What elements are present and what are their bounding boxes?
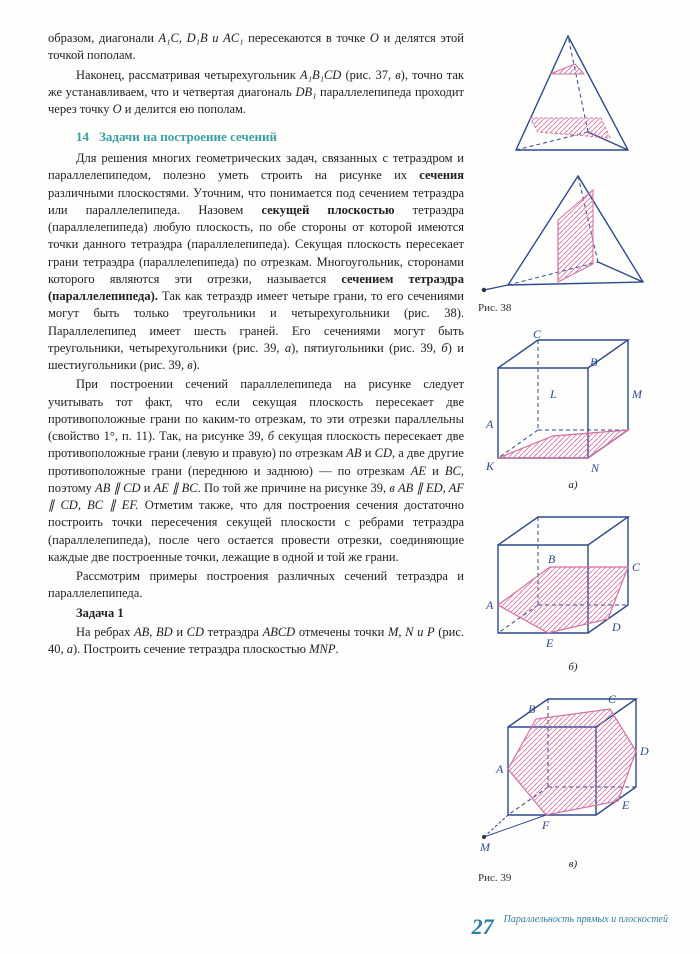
figure-38-caption: Рис. 38 — [478, 302, 668, 314]
section-heading: 14 Задачи на построение сечений — [76, 128, 464, 146]
body-para-3: Рассмотрим примеры построения различных … — [48, 568, 464, 603]
svg-text:M: M — [479, 840, 491, 854]
figure-39v-sub: в) — [478, 858, 668, 870]
figure-39v: B C A D E F M в) Рис. 39 — [478, 687, 668, 884]
figure-39b-sub: б) — [478, 661, 668, 673]
intro-para-2: Наконец, рассматривая четырехугольник A₁… — [48, 67, 464, 119]
svg-text:L: L — [549, 387, 557, 401]
svg-text:C: C — [533, 328, 542, 341]
svg-text:F: F — [541, 818, 550, 832]
svg-text:C: C — [632, 560, 641, 574]
section-number: 14 — [76, 129, 89, 144]
svg-text:E: E — [545, 636, 554, 650]
figure-column: Рис. 38 — [478, 30, 668, 898]
svg-text:N: N — [590, 461, 600, 475]
figure-39a: C B L M A K N а) — [478, 328, 668, 491]
chapter-name: Параллельность прямых и плоскостей — [504, 914, 668, 926]
figure-39b-svg: B C A D E — [478, 505, 653, 660]
svg-text:A: A — [485, 417, 494, 431]
task-title: Задача 1 — [48, 605, 464, 622]
svg-text:K: K — [485, 459, 495, 473]
svg-text:A: A — [485, 598, 494, 612]
figure-39b: B C A D E б) — [478, 505, 668, 673]
figure-39v-svg: B C A D E F M — [478, 687, 658, 857]
page-number: 27 — [472, 914, 494, 940]
figure-38-svg — [478, 30, 656, 300]
svg-text:B: B — [590, 355, 598, 369]
svg-text:D: D — [639, 744, 649, 758]
page-footer: 27 Параллельность прямых и плоскостей — [48, 914, 668, 940]
body-para-2: При построении сечений параллелепипеда н… — [48, 376, 464, 566]
page: образом, диагонали A₁C, D₁B и AC₁ пересе… — [0, 0, 700, 954]
text-column: образом, диагонали A₁C, D₁B и AC₁ пересе… — [48, 30, 464, 898]
svg-text:M: M — [631, 387, 643, 401]
figure-39a-svg: C B L M A K N — [478, 328, 653, 478]
intro-para-1: образом, диагонали A₁C, D₁B и AC₁ пересе… — [48, 30, 464, 65]
svg-text:B: B — [548, 552, 556, 566]
content-columns: образом, диагонали A₁C, D₁B и AC₁ пересе… — [48, 30, 668, 898]
svg-text:E: E — [621, 798, 630, 812]
task-body: На ребрах AB, BD и CD тетраэдра ABCD отм… — [48, 624, 464, 659]
svg-text:C: C — [608, 692, 617, 706]
svg-text:A: A — [495, 762, 504, 776]
svg-text:B: B — [528, 702, 536, 716]
section-title-text: Задачи на построение сечений — [99, 129, 277, 144]
figure-39-caption: Рис. 39 — [478, 872, 668, 884]
figure-39a-sub: а) — [478, 479, 668, 491]
figure-38: Рис. 38 — [478, 30, 668, 314]
svg-text:D: D — [611, 620, 621, 634]
body-para-1: Для решения многих геометрических задач,… — [48, 150, 464, 374]
